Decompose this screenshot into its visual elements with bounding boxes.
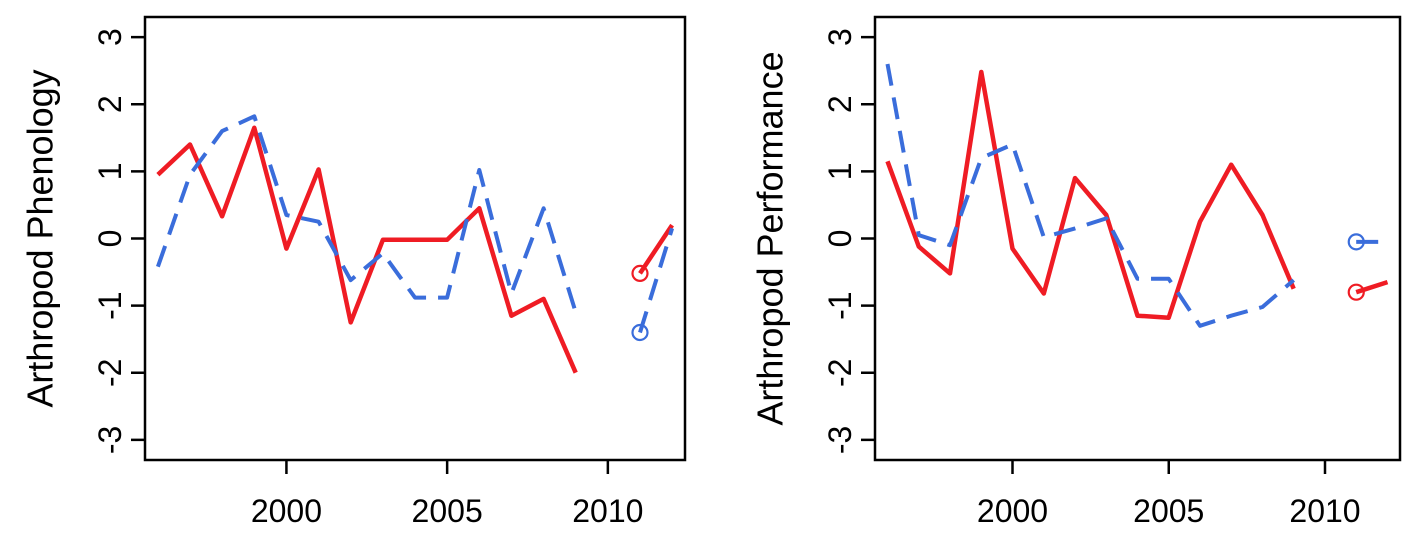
dashed-series-point-marker <box>1347 233 1365 251</box>
performance-panel: -3 -2 -1 0 1 2 3 2000 2005 2010 Arthropod Performa… <box>750 15 1402 529</box>
dashed-series-line-segment <box>638 227 675 334</box>
solid-series-line-segment <box>638 223 674 275</box>
x-tick-label: 2010 <box>1289 493 1360 529</box>
y-tick-label: -3 <box>822 426 858 454</box>
x-tick-label: 2005 <box>1133 493 1204 529</box>
solid-series-point-marker <box>631 264 649 283</box>
y-tick-label: -1 <box>92 291 128 319</box>
dashed-series-point-marker <box>631 323 649 342</box>
phenology-panel: -3 -2 -1 0 1 2 3 2000 2005 2010 Arthropod Phenolog… <box>20 15 687 529</box>
y-tick-label: -3 <box>92 426 128 454</box>
y-tick-label: 2 <box>822 95 858 113</box>
y-tick-label: 3 <box>822 28 858 46</box>
y-tick-label: 1 <box>92 162 128 180</box>
y-axis-label: Arthropod Phenology <box>20 69 61 407</box>
x-tick-label: 2005 <box>412 493 483 529</box>
solid-series-line-segment <box>156 125 578 374</box>
x-tick-label: 2000 <box>977 493 1048 529</box>
x-tick-label: 2010 <box>572 493 643 529</box>
solid-series-point-marker <box>1347 283 1365 301</box>
y-tick-label: 0 <box>92 230 128 248</box>
y-tick-label: -2 <box>92 359 128 387</box>
y-tick-label: -1 <box>822 291 858 319</box>
y-tick-label: -2 <box>822 359 858 387</box>
x-tick-label: 2000 <box>251 493 322 529</box>
dashed-series-line-segment <box>156 114 578 313</box>
dashed-series-line-segment <box>885 63 1296 328</box>
y-axis-label: Arthropod Performance <box>750 51 791 425</box>
y-tick-label: 3 <box>92 28 128 46</box>
y-tick-label: 2 <box>92 95 128 113</box>
y-tick-label: 0 <box>822 230 858 248</box>
y-tick-label: 1 <box>822 162 858 180</box>
solid-series-line-segment <box>885 69 1296 320</box>
solid-series-line-segment <box>1355 279 1389 295</box>
